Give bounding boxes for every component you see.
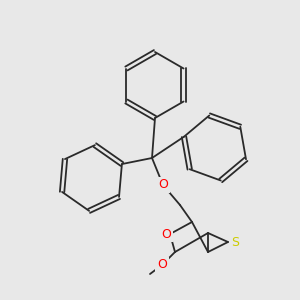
Text: O: O xyxy=(161,227,171,241)
Text: O: O xyxy=(157,259,167,272)
Text: O: O xyxy=(158,178,168,191)
Text: S: S xyxy=(231,236,239,248)
